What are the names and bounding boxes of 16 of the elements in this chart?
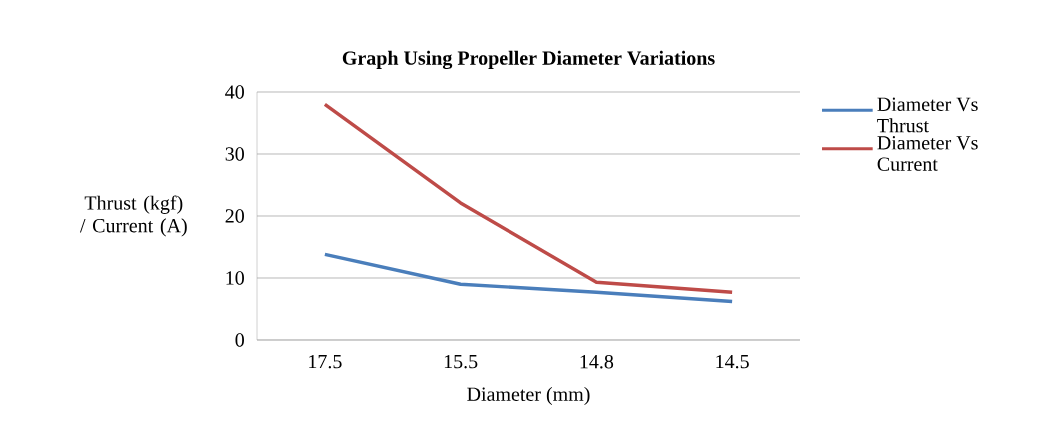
x-tick-label: 17.5 xyxy=(309,354,342,369)
x-tick-label: 15.5 xyxy=(444,354,478,369)
x-axis-title: Diameter (mm) xyxy=(467,386,590,406)
y-tick-label: 0 xyxy=(235,333,244,347)
x-tick-label: 14.5 xyxy=(716,354,749,369)
y-tick-label: 10 xyxy=(226,271,244,285)
legend-label: Diameter Vs Current xyxy=(877,136,978,171)
y-tick-label: 20 xyxy=(225,209,244,223)
legend-label: Diameter Vs Thrust xyxy=(877,97,978,133)
y-axis-title: Thrust (kgf) / Current (A) xyxy=(79,195,187,237)
chart-title: Graph Using Propeller Diameter Variations xyxy=(342,50,715,70)
x-tick-label: 14.8 xyxy=(580,354,614,369)
y-tick-label: 30 xyxy=(225,147,244,161)
y-tick-label: 40 xyxy=(225,85,244,99)
line-series xyxy=(323,102,734,294)
line-series xyxy=(323,252,734,304)
